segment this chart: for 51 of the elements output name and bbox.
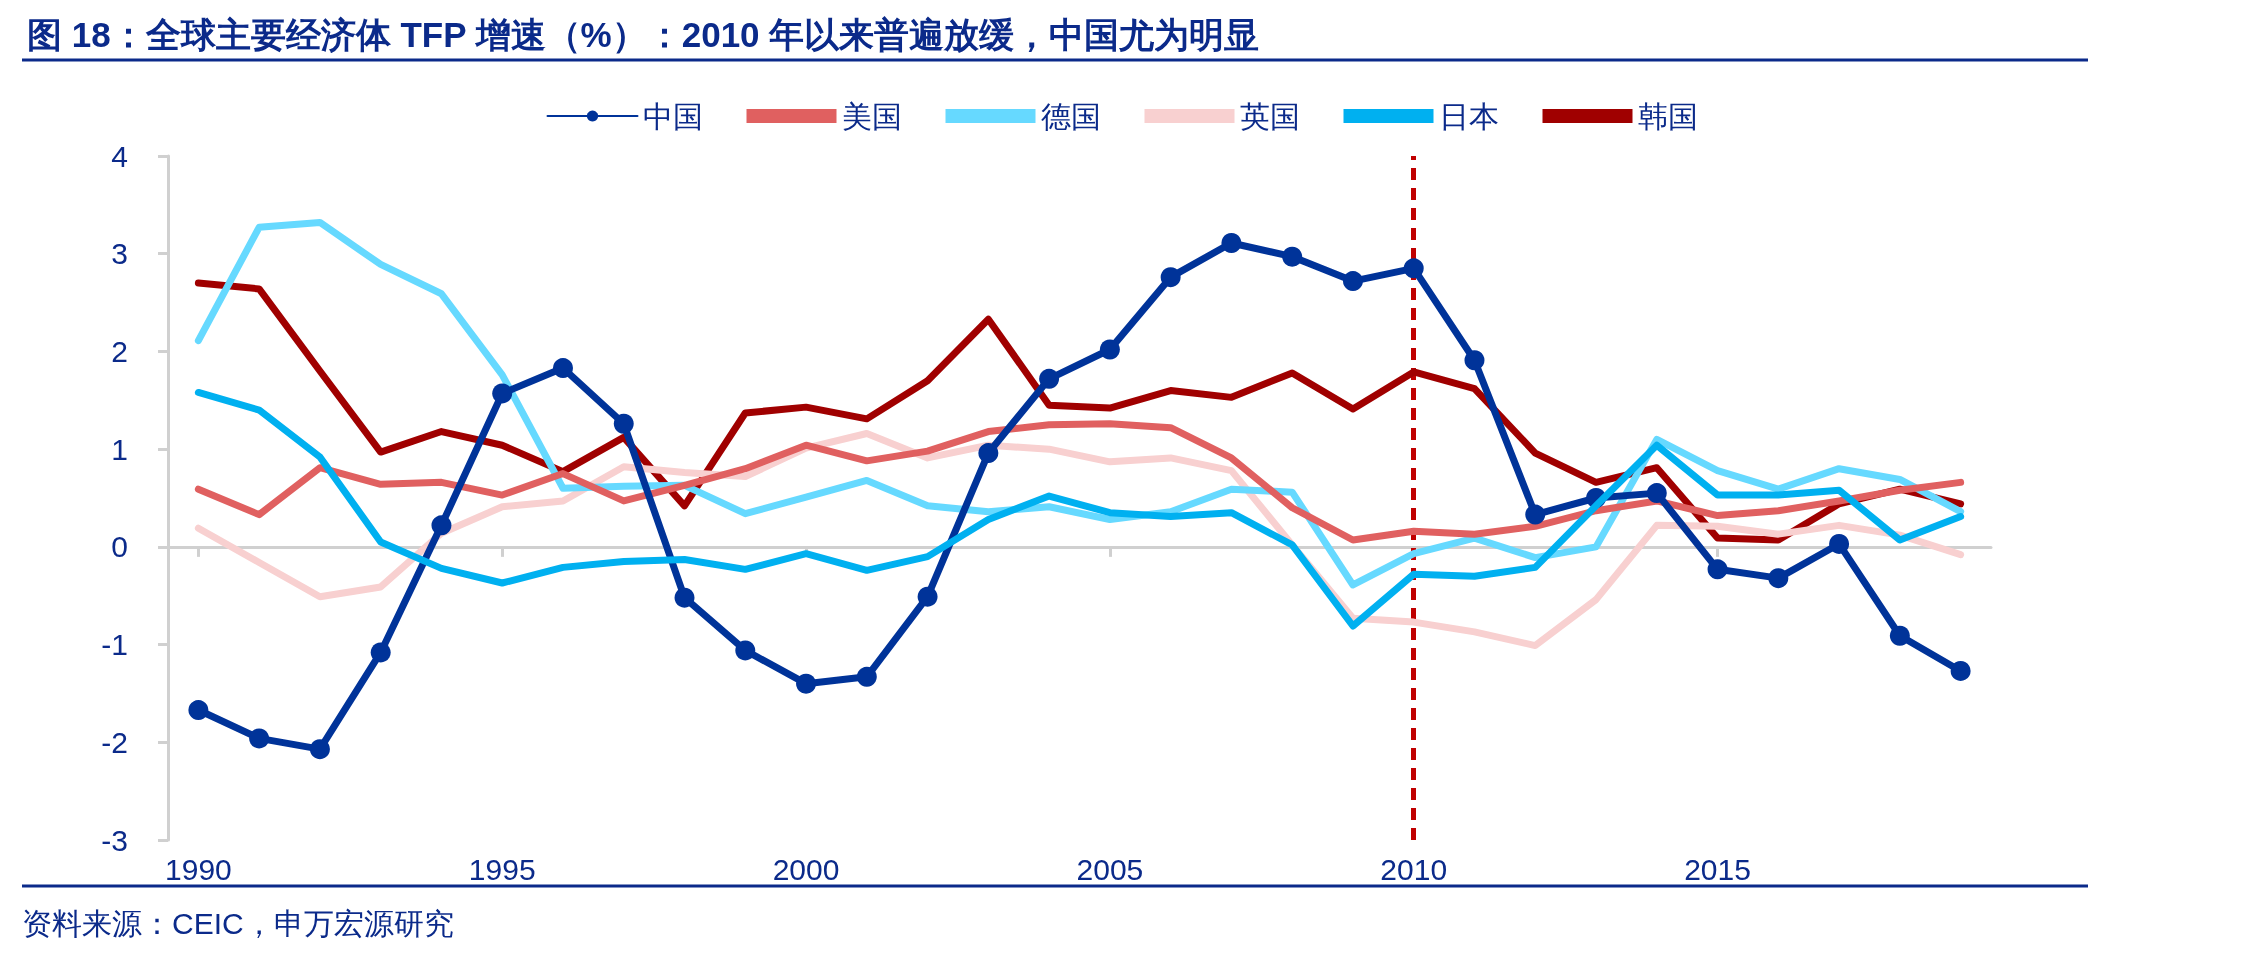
y-tick-label: -2 (101, 725, 128, 759)
x-tick-label: 2010 (1380, 852, 1448, 886)
point (1768, 568, 1789, 589)
point (1889, 625, 1910, 646)
point (492, 383, 513, 404)
y-tick-label: 0 (111, 530, 128, 564)
y-tick-label: 4 (111, 139, 128, 173)
point (1829, 533, 1850, 554)
x-tick-label: 1990 (165, 852, 232, 886)
point (613, 413, 634, 434)
point (1646, 483, 1667, 504)
point (1525, 504, 1546, 525)
legend-label: 中国 (642, 99, 703, 133)
y-tick-label: 3 (111, 237, 128, 271)
point (674, 587, 695, 608)
y-tick-label: 1 (111, 432, 128, 466)
x-tick-label: 2000 (772, 852, 840, 886)
legend-label: 英国 (1239, 99, 1300, 133)
point (1221, 232, 1242, 253)
point (553, 358, 573, 379)
legend-label: 美国 (841, 99, 902, 133)
text: 资料来源：CEIC，申万宏源研究 (22, 906, 454, 940)
point (1342, 271, 1363, 292)
legend-label: 德国 (1040, 99, 1101, 133)
point (431, 515, 452, 536)
point (856, 666, 877, 687)
point (188, 700, 209, 721)
point (1099, 339, 1120, 360)
legend-label: 韩国 (1637, 99, 1698, 133)
y-tick-label: 2 (111, 334, 128, 368)
point (249, 728, 270, 749)
point (370, 642, 391, 663)
chart-title: 图 18：全球主要经济体 TFP 增速（%）：2010 年以来普遍放缓，中国尤为明显 (27, 15, 1260, 54)
point (1464, 350, 1485, 371)
point (1282, 246, 1303, 267)
legend-label: 日本 (1438, 99, 1499, 133)
y-tick-label: -1 (101, 628, 128, 662)
x-tick-label: 2015 (1684, 852, 1751, 886)
point (978, 443, 999, 464)
point (309, 739, 330, 760)
point (735, 640, 756, 661)
point (1403, 258, 1424, 279)
point (796, 673, 817, 694)
x-tick-label: 2005 (1076, 852, 1144, 886)
point (1160, 267, 1181, 288)
point (1950, 660, 1971, 681)
x-tick-label: 1995 (468, 852, 536, 886)
point (917, 586, 938, 607)
y-tick-label: -3 (101, 823, 128, 857)
point (1707, 559, 1728, 580)
point (1039, 368, 1060, 389)
